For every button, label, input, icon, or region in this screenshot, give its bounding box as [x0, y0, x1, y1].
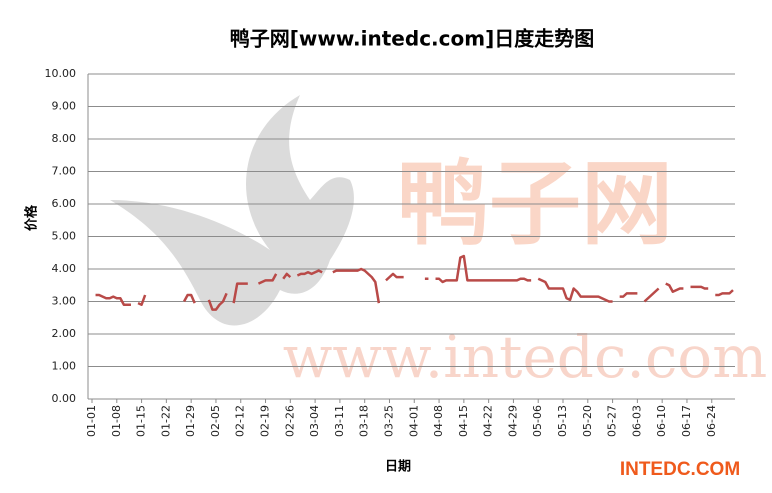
x-tick-label: 03-11: [333, 405, 346, 437]
x-tick-label: 05-13: [556, 405, 569, 437]
x-tick-label: 06-17: [680, 405, 693, 437]
x-tick-label: 03-18: [358, 405, 371, 437]
y-tick-label: 1.00: [52, 360, 77, 373]
x-tick-label: 02-12: [234, 405, 247, 437]
y-tick-label: 8.00: [52, 132, 77, 145]
x-tick-label: 01-22: [159, 405, 172, 437]
x-tick-label: 04-08: [432, 405, 445, 437]
watermark-duck: [110, 95, 354, 326]
x-tick-label: 04-29: [506, 405, 519, 437]
x-tick-label: 01-15: [135, 405, 148, 437]
y-tick-label: 2.00: [52, 327, 77, 340]
x-tick-label: 02-05: [209, 405, 222, 437]
x-tick-label: 01-01: [85, 405, 98, 437]
x-tick-label: 06-10: [655, 405, 668, 437]
y-tick-label: 0.00: [52, 392, 77, 405]
x-tick-label: 04-15: [457, 405, 470, 437]
x-tick-label: 05-27: [606, 405, 619, 437]
y-tick-label: 9.00: [52, 100, 77, 113]
x-tick-label: 06-03: [630, 405, 643, 437]
y-tick-label: 7.00: [52, 165, 77, 178]
y-tick-label: 6.00: [52, 197, 77, 210]
chart-title: 鸭子网[www.intedc.com]日度走势图: [230, 27, 594, 51]
x-tick-label: 06-24: [705, 405, 718, 437]
watermark-url: www.intedc.com: [283, 323, 767, 391]
x-tick-label: 05-06: [531, 405, 544, 437]
x-tick-label: 03-04: [308, 405, 321, 437]
price-line: [95, 254, 734, 311]
y-tick-label: 5.00: [52, 230, 77, 243]
y-tick-label: 4.00: [52, 262, 77, 275]
x-axis-label: 日期: [385, 460, 411, 475]
x-tick-label: 02-26: [283, 405, 296, 437]
y-tick-label: 3.00: [52, 295, 77, 308]
y-axis-label: 价格: [24, 204, 40, 231]
x-tick-label: 03-25: [382, 405, 395, 437]
x-tick-label: 01-08: [110, 405, 123, 437]
logo: INTEDC.COM: [620, 459, 740, 480]
x-tick-label: 04-22: [482, 405, 495, 437]
y-tick-label: 10.00: [45, 67, 77, 80]
x-tick-label: 01-29: [184, 405, 197, 437]
x-tick-label: 05-20: [581, 405, 594, 437]
x-tick-label: 04-01: [407, 405, 420, 437]
x-tick-label: 02-19: [259, 405, 272, 437]
